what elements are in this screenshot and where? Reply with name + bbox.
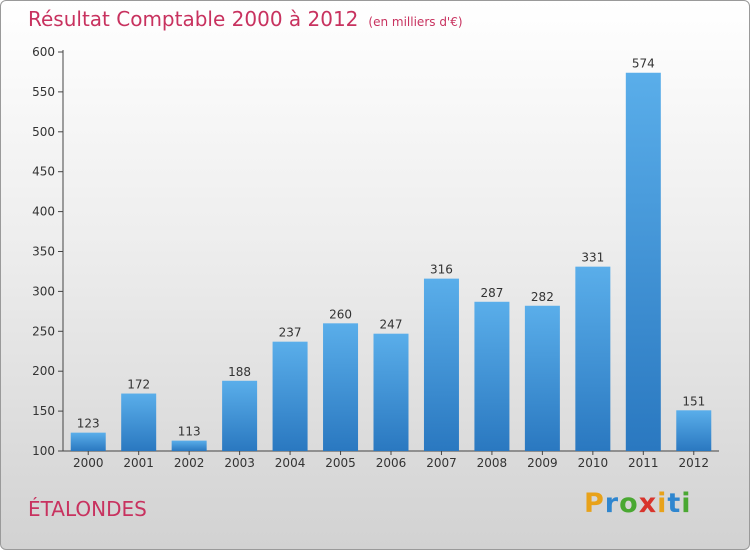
y-tick-label: 150 bbox=[32, 404, 55, 418]
value-label-2002: 113 bbox=[178, 425, 201, 439]
bar-2008 bbox=[474, 301, 510, 451]
x-tick-label-2002: 2002 bbox=[174, 456, 205, 470]
y-tick-label: 550 bbox=[32, 85, 55, 99]
value-label-2000: 123 bbox=[77, 417, 100, 431]
proxiti-logo: Proxiti bbox=[584, 488, 692, 519]
value-label-2005: 260 bbox=[329, 307, 352, 321]
bar-2004 bbox=[272, 341, 308, 451]
x-tick-label-2001: 2001 bbox=[123, 456, 154, 470]
value-label-2001: 172 bbox=[127, 378, 150, 392]
value-label-2011: 574 bbox=[632, 57, 655, 71]
y-tick-label: 250 bbox=[32, 324, 55, 338]
bar-2006 bbox=[373, 333, 409, 451]
logo-letter: i bbox=[681, 488, 692, 519]
value-label-2012: 151 bbox=[682, 394, 705, 408]
value-label-2007: 316 bbox=[430, 263, 453, 277]
y-tick-label: 600 bbox=[32, 45, 55, 59]
bar-2011 bbox=[625, 72, 661, 452]
value-label-2008: 287 bbox=[480, 286, 503, 300]
bar-2002 bbox=[171, 440, 207, 451]
x-tick-label-2004: 2004 bbox=[275, 456, 306, 470]
y-tick-label: 100 bbox=[32, 444, 55, 458]
bar-2010 bbox=[575, 266, 611, 451]
bar-2000 bbox=[70, 432, 106, 451]
logo-letter: o bbox=[619, 488, 639, 519]
y-tick-label: 450 bbox=[32, 165, 55, 179]
value-label-2009: 282 bbox=[531, 290, 554, 304]
value-label-2010: 331 bbox=[581, 251, 604, 265]
x-tick-label-2009: 2009 bbox=[527, 456, 558, 470]
x-tick-label-2007: 2007 bbox=[426, 456, 457, 470]
bar-2005 bbox=[323, 323, 359, 451]
x-tick-label-2012: 2012 bbox=[678, 456, 709, 470]
y-tick-label: 350 bbox=[32, 245, 55, 259]
x-tick-label-2011: 2011 bbox=[628, 456, 659, 470]
chart-title-text: Résultat Comptable 2000 à 2012 bbox=[28, 7, 359, 31]
bar-2007 bbox=[423, 278, 459, 451]
value-label-2004: 237 bbox=[279, 326, 302, 340]
y-tick-label: 400 bbox=[32, 205, 55, 219]
logo-letter: r bbox=[604, 488, 620, 519]
city-name: ÉTALONDES bbox=[28, 497, 147, 521]
x-tick-label-2010: 2010 bbox=[578, 456, 609, 470]
y-tick-label: 200 bbox=[32, 364, 55, 378]
x-tick-label-2008: 2008 bbox=[477, 456, 508, 470]
x-tick-label-2005: 2005 bbox=[325, 456, 356, 470]
logo-letter: x bbox=[638, 488, 658, 519]
y-tick-label: 500 bbox=[32, 125, 55, 139]
y-tick-label: 300 bbox=[32, 284, 55, 298]
value-label-2006: 247 bbox=[380, 318, 403, 332]
logo-letter: i bbox=[657, 488, 668, 519]
x-tick-label-2000: 2000 bbox=[73, 456, 104, 470]
value-label-2003: 188 bbox=[228, 365, 251, 379]
logo-letter: t bbox=[667, 488, 682, 519]
x-tick-label-2003: 2003 bbox=[224, 456, 255, 470]
chart-subtitle: (en milliers d'€) bbox=[368, 15, 463, 29]
x-tick-label-2006: 2006 bbox=[376, 456, 407, 470]
logo-letter: P bbox=[584, 488, 605, 519]
chart-title: Résultat Comptable 2000 à 2012 (en millie… bbox=[28, 7, 463, 31]
bar-2009 bbox=[524, 305, 560, 451]
bar-2001 bbox=[121, 393, 157, 451]
bar-2003 bbox=[222, 380, 258, 451]
bar-2012 bbox=[676, 410, 712, 451]
